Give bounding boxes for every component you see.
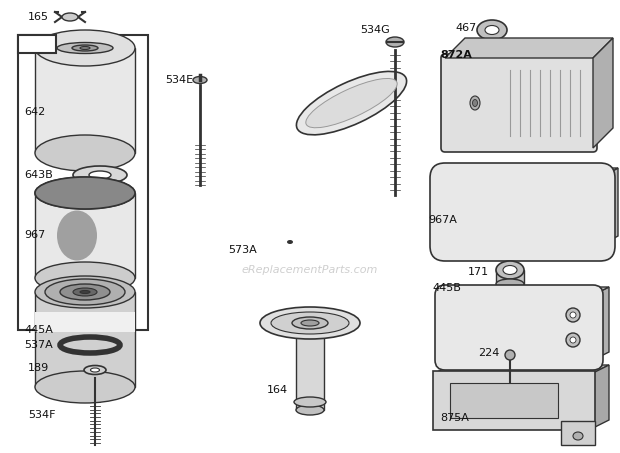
Ellipse shape (306, 78, 397, 128)
Ellipse shape (271, 312, 349, 334)
Polygon shape (600, 168, 618, 246)
Ellipse shape (35, 177, 135, 209)
Ellipse shape (292, 317, 328, 329)
Ellipse shape (62, 13, 78, 21)
Bar (496, 270, 524, 284)
FancyBboxPatch shape (441, 54, 597, 152)
Ellipse shape (80, 290, 90, 294)
Ellipse shape (35, 262, 135, 294)
Text: 573A: 573A (228, 245, 257, 255)
Ellipse shape (80, 47, 90, 49)
FancyBboxPatch shape (561, 421, 595, 445)
FancyBboxPatch shape (430, 163, 615, 261)
Text: 872A: 872A (440, 50, 472, 60)
Ellipse shape (301, 320, 319, 326)
Ellipse shape (73, 288, 97, 296)
Text: eReplacementParts.com: eReplacementParts.com (242, 265, 378, 275)
Polygon shape (435, 365, 609, 373)
Text: 224: 224 (478, 348, 499, 358)
Text: 967: 967 (24, 230, 45, 240)
Ellipse shape (35, 276, 135, 308)
Bar (35, 312, 135, 332)
Text: 875A: 875A (440, 413, 469, 423)
Ellipse shape (386, 37, 404, 47)
Text: 537A: 537A (24, 340, 53, 350)
Polygon shape (445, 38, 613, 58)
Ellipse shape (193, 77, 207, 83)
Text: 534E: 534E (165, 75, 193, 85)
Ellipse shape (45, 279, 125, 305)
Ellipse shape (566, 308, 580, 322)
Ellipse shape (89, 171, 111, 179)
Bar (296, 323, 324, 410)
Text: 643B: 643B (24, 170, 53, 180)
Polygon shape (445, 287, 609, 295)
Polygon shape (593, 287, 609, 360)
Text: 165: 165 (28, 12, 49, 22)
Ellipse shape (496, 279, 524, 289)
Polygon shape (593, 365, 609, 428)
Bar (18, 35, 56, 53)
Ellipse shape (570, 312, 576, 318)
Ellipse shape (505, 350, 515, 360)
Ellipse shape (35, 135, 135, 171)
Polygon shape (445, 168, 618, 178)
Ellipse shape (485, 25, 499, 34)
Ellipse shape (35, 30, 135, 66)
Ellipse shape (296, 72, 407, 135)
Ellipse shape (477, 20, 507, 40)
Ellipse shape (573, 432, 583, 440)
Ellipse shape (496, 261, 524, 279)
Ellipse shape (287, 240, 293, 244)
Ellipse shape (57, 211, 97, 260)
Text: 467: 467 (455, 23, 476, 33)
Text: 171: 171 (468, 267, 489, 277)
Ellipse shape (57, 43, 113, 53)
Ellipse shape (470, 96, 480, 110)
Text: 445B: 445B (432, 283, 461, 293)
FancyBboxPatch shape (433, 371, 595, 430)
Ellipse shape (260, 307, 360, 339)
Text: 445A: 445A (24, 325, 53, 335)
Text: 534G: 534G (360, 25, 390, 35)
Text: 534F: 534F (28, 410, 56, 420)
Ellipse shape (294, 397, 326, 407)
Polygon shape (593, 38, 613, 148)
Ellipse shape (472, 100, 477, 106)
Ellipse shape (296, 405, 324, 415)
Text: 642: 642 (24, 107, 45, 117)
Ellipse shape (570, 337, 576, 343)
FancyBboxPatch shape (435, 285, 603, 370)
Bar (450, 383, 558, 418)
Ellipse shape (503, 265, 517, 275)
Ellipse shape (72, 45, 98, 51)
Bar (35, 48, 135, 153)
Ellipse shape (566, 333, 580, 347)
Ellipse shape (35, 177, 135, 209)
Text: 536B: 536B (20, 39, 48, 49)
Ellipse shape (73, 166, 127, 184)
Text: 967A: 967A (428, 215, 457, 225)
Bar (35, 193, 135, 278)
Text: 189: 189 (28, 363, 49, 373)
Ellipse shape (60, 284, 110, 300)
Bar (35, 292, 135, 387)
Ellipse shape (84, 366, 106, 375)
Ellipse shape (35, 371, 135, 403)
Bar (18, 35, 148, 330)
Text: 164: 164 (267, 385, 288, 395)
Ellipse shape (91, 368, 99, 372)
